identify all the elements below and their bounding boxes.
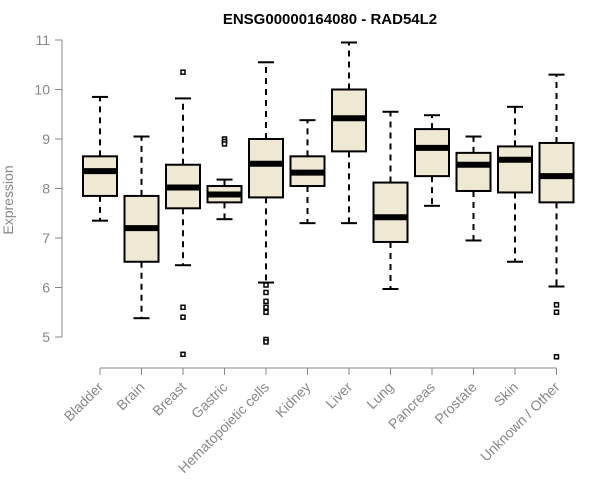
x-tick-label: Unknown / Other [477,379,563,465]
box-iqr [538,141,575,204]
x-tick-label: Kidney [272,379,314,421]
y-tick-label: 9 [42,131,50,147]
box-iqr [497,145,533,194]
box-iqr [82,155,118,197]
box-bladder [82,95,118,222]
outlier-point [221,141,228,147]
box-skin [497,105,533,263]
box-hematopoietic-cells [248,61,284,345]
boxes-group [82,41,575,360]
y-tick-label: 8 [42,181,50,197]
x-tick-label: Bladder [61,379,107,425]
box-breast [165,69,201,358]
box-gastric [206,136,243,221]
x-tick-label: Brain [113,379,147,413]
box-brain [123,135,160,320]
y-tick-label: 7 [42,230,50,246]
box-iqr [248,138,284,199]
box-pancreas [414,114,450,207]
y-tick-label: 5 [42,329,50,345]
outlier-point [553,302,560,308]
outlier-point [180,314,186,320]
x-tick-label: Skin [491,379,522,410]
y-axis: 5 6 7 8 9 10 11 [34,32,63,345]
outlier-point [263,282,269,288]
box-iqr [455,151,492,192]
y-tick-label: 11 [35,32,50,48]
x-tick-label: Breast [149,379,189,419]
outlier-point [180,69,186,75]
x-tick-label: Lung [363,379,396,412]
outlier-point [180,304,186,311]
outlier-point [180,351,186,358]
box-liver [331,41,367,225]
outlier-point [263,309,269,315]
x-tick-label: Prostate [431,379,479,427]
outlier-point [553,354,560,360]
box-iqr [414,128,450,178]
y-tick-label: 10 [34,82,50,98]
box-unknown-other [538,73,575,360]
box-lung [372,110,409,290]
outlier-point [263,289,269,296]
chart-title: ENSG00000164080 - RAD54L2 [223,11,437,28]
y-tick-label: 6 [42,280,50,296]
x-tick-label: Liver [322,379,355,412]
outlier-point [263,304,269,311]
box-iqr [372,181,409,243]
outlier-point [553,309,560,315]
y-axis-label: Expression [0,165,16,234]
outlier-point [263,339,269,345]
box-prostate [455,135,492,242]
outlier-point [263,298,269,305]
box-kidney [289,119,326,225]
